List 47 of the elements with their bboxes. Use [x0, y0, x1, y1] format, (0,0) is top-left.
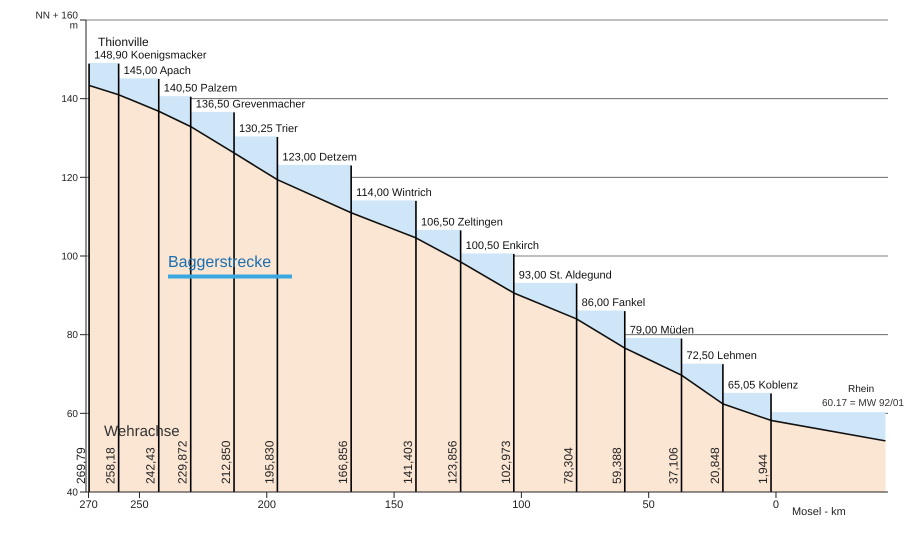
annotation: Rhein — [848, 384, 874, 395]
annotation: 148,90 Koenigsmacker — [94, 50, 207, 62]
y-tick-label: 80 — [66, 330, 78, 342]
annotation: 140,50 Palzem — [164, 82, 238, 95]
annotation: 72,50 Lehmen — [686, 350, 757, 362]
x-tick-label: 50 — [642, 498, 655, 511]
annotation: 86,00 Fankel — [582, 297, 646, 310]
ref-line-label: 59,388 — [610, 446, 624, 484]
y-tick-label: 40 — [66, 488, 78, 499]
annotation: 65,05 Koblenz — [728, 379, 798, 392]
x-tick-label: 270 — [79, 498, 98, 511]
x-tick-label: 150 — [384, 498, 404, 511]
annotation: 123,00 Detzem — [282, 152, 357, 164]
ref-line-label: 258,18 — [104, 446, 118, 484]
annotation: 100,50 Enkirch — [466, 240, 540, 252]
ref-line-label: 123,856 — [446, 440, 460, 484]
y-tick-label: NN + 160 m — [35, 10, 78, 32]
annotation: 106,50 Zeltingen — [420, 216, 503, 228]
ref-line-label: 269,79 — [74, 446, 88, 484]
ref-line-label: 102,973 — [498, 440, 513, 484]
ref-line-label: 78,304 — [562, 446, 576, 484]
x-tick-label: 200 — [258, 498, 276, 511]
ref-line-label: 212,850 — [219, 440, 234, 484]
y-tick-label: 120 — [61, 172, 78, 184]
ref-line-label: 1,944 — [756, 454, 770, 484]
annotation: 136,50 Grevenmacher — [196, 98, 306, 110]
ref-line-label: 37,106 — [666, 446, 680, 484]
ref-line-label: 166,856 — [336, 440, 350, 484]
annotation: 93,00 St. Aldegund — [518, 270, 612, 282]
annotation: Thionville — [98, 35, 149, 50]
annotation: 130,25 Trier — [239, 123, 298, 136]
y-tick-label: 100 — [61, 252, 78, 263]
y-tick-label: 60 — [66, 408, 78, 420]
y-tick-label: 140 — [61, 94, 78, 106]
x-axis-title: Mosel - km — [792, 506, 846, 518]
x-tick-label: 0 — [772, 498, 780, 511]
ref-line-label: 242,43 — [144, 446, 158, 484]
ref-line-label: 229,872 — [176, 440, 190, 484]
x-tick-label: 250 — [130, 498, 149, 511]
annotation: 114,00 Wintrich — [356, 186, 432, 199]
ref-line-label: 141,403 — [400, 440, 415, 484]
annotation: 145,00 Apach — [124, 65, 191, 77]
x-tick-label: 100 — [512, 498, 531, 511]
annotation: 79,00 Müden — [630, 324, 694, 337]
ref-line-label: 20,848 — [708, 446, 722, 484]
ref-line-label: 195,830 — [262, 440, 276, 484]
annotation: 60.17 = MW 92/01 — [822, 398, 904, 409]
